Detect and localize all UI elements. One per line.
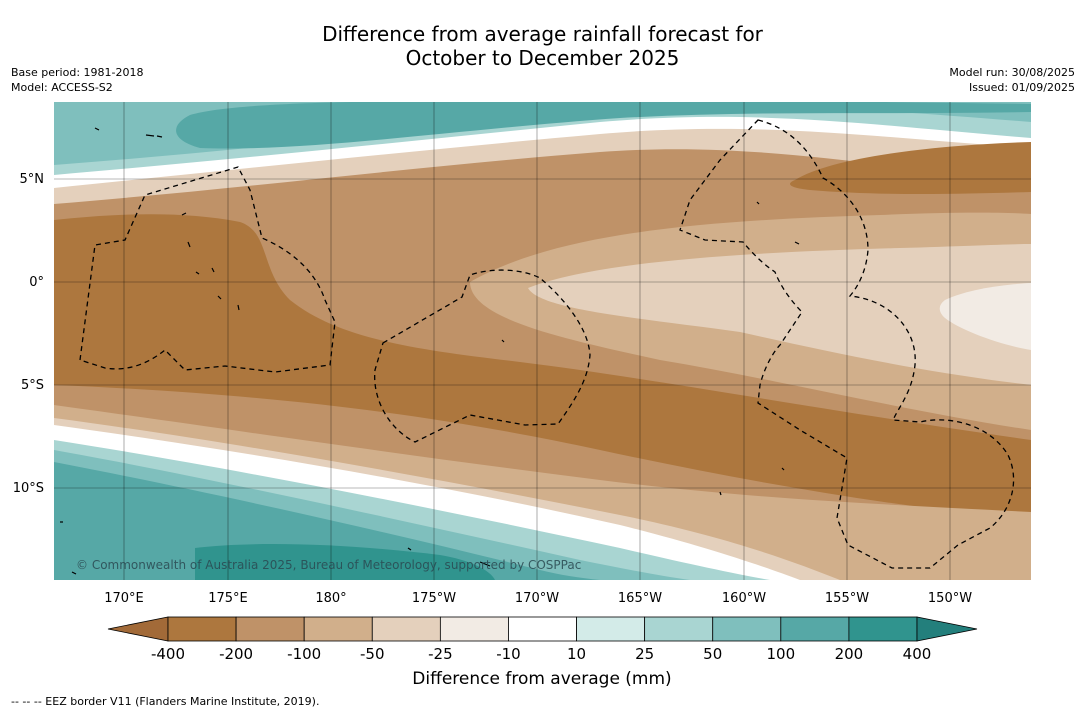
islands [60, 127, 800, 575]
base-period: Base period: 1981-2018 [11, 66, 144, 79]
colorbar-segment [848, 616, 918, 642]
band-south-teal [195, 544, 495, 580]
colorbar-segment [371, 616, 441, 642]
model-name: Model: ACCESS-S2 [11, 81, 113, 94]
colorbar-arrow-low [107, 616, 169, 642]
colorbar-tick-label: -400 [151, 645, 185, 663]
colorbar-tick-label: 50 [703, 645, 722, 663]
colorbar-segment [167, 616, 237, 642]
copyright-notice: © Commonwealth of Australia 2025, Bureau… [76, 558, 582, 572]
colorbar-segment [235, 616, 305, 642]
title-line-1: Difference from average rainfall forecas… [322, 22, 763, 46]
band-dark-brown-west [54, 214, 1031, 520]
band-north-cyan-3 [176, 102, 1031, 149]
map-title: Difference from average rainfall forecas… [0, 22, 1085, 70]
eez-borders [79, 119, 1015, 569]
colorbar-tick-label: 10 [567, 645, 586, 663]
colorbar-tick-label: -200 [219, 645, 253, 663]
eez-phoenix [374, 269, 591, 443]
colorbar-segment [508, 616, 577, 642]
colorbar-tick-label: 25 [635, 645, 654, 663]
issued-date: Issued: 01/09/2025 [968, 81, 1075, 94]
x-axis-labels: 170°E 175°E 180° 175°W 170°W 165°W 160°W… [104, 591, 972, 606]
eez-tuvalu [79, 166, 336, 373]
colorbar-segment [644, 616, 714, 642]
colorbar-tick-label: -100 [287, 645, 321, 663]
model-run: Model run: 30/08/2025 [949, 66, 1075, 79]
band-light-tan-east [528, 244, 1031, 385]
colorbar-tick-label: -25 [428, 645, 453, 663]
y-tick-label: 0° [29, 275, 44, 290]
colorbar-segment [303, 616, 373, 642]
band-dark-brown-east [790, 142, 1031, 194]
x-tick-label: 165°W [618, 591, 662, 606]
x-tick-label: 175°E [208, 591, 248, 606]
colorbar-title: Difference from average (mm) [412, 669, 671, 689]
y-tick-label: 5°S [21, 378, 44, 393]
colorbar-tick-label: 400 [903, 645, 932, 663]
rainfall-map [54, 102, 1031, 580]
colorbar-segment [576, 616, 646, 642]
eez-legend-note: -- -- -- EEZ border V11 (Flanders Marine… [11, 695, 320, 708]
graticule [54, 102, 1031, 580]
x-tick-label: 155°W [825, 591, 869, 606]
y-axis-labels: 5°N 0° 5°S 10°S [13, 172, 44, 496]
colorbar-segment [712, 616, 782, 642]
meta-right: Model run: 30/08/2025 Issued: 01/09/2025 [949, 65, 1075, 95]
colorbar-segment [439, 616, 509, 642]
colorbar-labels: -400 -200 -100 -50 -25 -10 10 25 50 100 200 400 [151, 645, 931, 663]
colorbar-tick-label: 200 [835, 645, 864, 663]
x-tick-label: 170°W [515, 591, 559, 606]
eez-line-islands [679, 119, 1015, 569]
x-tick-label: 180° [315, 591, 346, 606]
meta-left: Base period: 1981-2018 Model: ACCESS-S2 [11, 65, 143, 95]
band-south-cyan-3 [54, 462, 600, 580]
y-tick-label: 5°N [20, 172, 45, 187]
colorbar-tick-label: -50 [360, 645, 385, 663]
x-tick-label: 175°W [412, 591, 456, 606]
x-tick-label: 160°W [722, 591, 766, 606]
x-tick-label: 170°E [104, 591, 144, 606]
colorbar-tick-label: 100 [766, 645, 795, 663]
colorbar [107, 616, 978, 642]
colorbar-segment [780, 616, 850, 642]
band-offwhite-east [939, 283, 1031, 350]
y-tick-label: 10°S [13, 481, 44, 496]
colorbar-tick-label: -10 [496, 645, 521, 663]
x-tick-label: 150°W [928, 591, 972, 606]
colorbar-arrow-high [916, 616, 978, 642]
title-line-2: October to December 2025 [405, 46, 680, 70]
